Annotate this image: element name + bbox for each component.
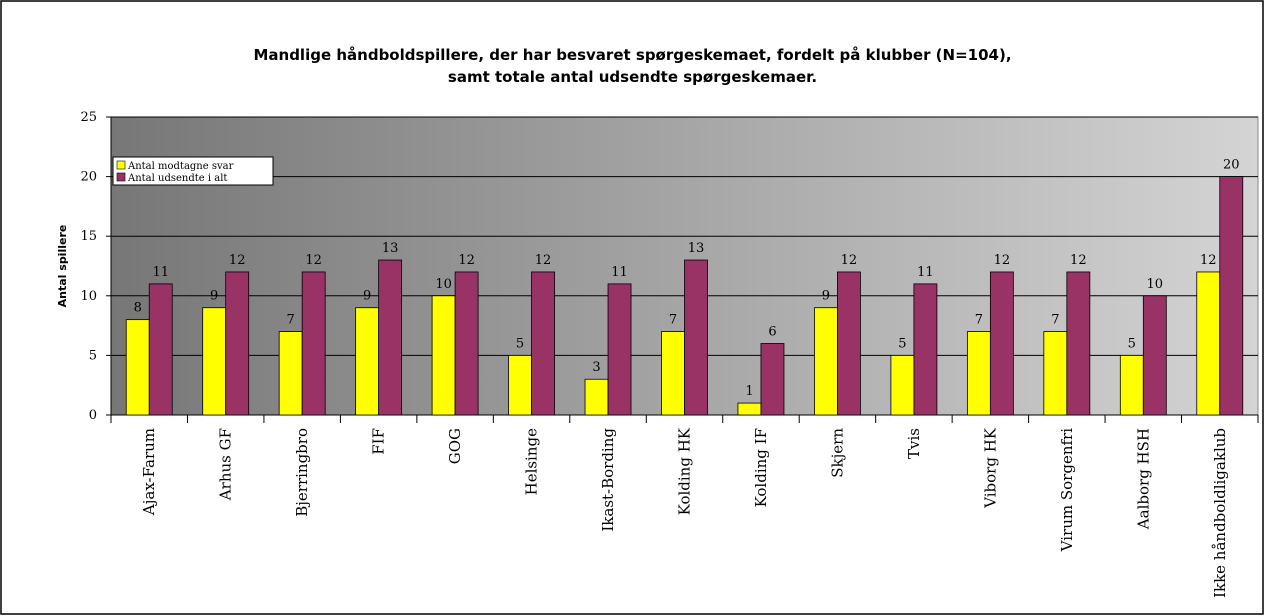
- bar: [1043, 331, 1068, 416]
- data-label: 12: [535, 253, 552, 268]
- x-tick-label: Ikast-Bording: [599, 428, 617, 532]
- x-tick-label: GOG: [446, 428, 464, 464]
- bar: [355, 307, 380, 416]
- bar: [125, 319, 150, 416]
- x-tick-label: Bjerringbro: [293, 428, 311, 517]
- bar: [966, 331, 991, 416]
- x-tick-label: Helsinge: [523, 428, 541, 496]
- y-tick-label: 10: [80, 289, 97, 304]
- bar: [431, 295, 456, 416]
- x-tick-label: Arhus GF: [217, 428, 235, 501]
- data-label: 12: [229, 253, 246, 268]
- y-tick-label: 25: [80, 110, 97, 125]
- data-label: 7: [669, 313, 677, 328]
- bar: [584, 378, 609, 416]
- bar: [531, 271, 555, 416]
- data-label: 12: [841, 253, 858, 268]
- x-tick-label: Virum Sorgenfri: [1058, 428, 1076, 553]
- data-label: 9: [363, 289, 371, 304]
- bar: [202, 307, 227, 416]
- data-label: 5: [1128, 336, 1136, 351]
- bar: [1142, 295, 1167, 416]
- data-label: 12: [1200, 253, 1217, 268]
- legend-label: Antal modtagne svar: [127, 161, 234, 172]
- data-label: 3: [592, 360, 600, 375]
- x-tick-label: Kolding HK: [676, 427, 694, 515]
- bar: [225, 271, 250, 416]
- data-label: 9: [822, 289, 830, 304]
- data-label: 7: [1051, 313, 1059, 328]
- legend-box: [112, 156, 274, 186]
- data-label: 1: [745, 384, 753, 399]
- data-label: 7: [287, 313, 295, 328]
- bar: [684, 259, 708, 416]
- x-tick-label: Ikke håndboldligaklub: [1211, 428, 1229, 598]
- data-label: 12: [994, 253, 1011, 268]
- bar: [661, 331, 685, 416]
- legend-swatch: [116, 172, 126, 182]
- x-tick-label: Skjern: [828, 428, 846, 478]
- data-label: 5: [898, 336, 906, 351]
- legend-label: Antal udsendte i alt: [127, 173, 227, 184]
- data-label: 12: [305, 253, 322, 268]
- data-label: 10: [1147, 277, 1164, 292]
- bar: [737, 402, 762, 416]
- bar: [148, 283, 173, 416]
- data-label: 11: [152, 265, 169, 280]
- x-tick-label: FIF: [370, 428, 388, 455]
- bar: [913, 283, 938, 416]
- bar: [301, 271, 326, 416]
- data-label: 7: [975, 313, 983, 328]
- bar: [814, 307, 838, 416]
- bar: [989, 271, 1014, 416]
- chart-title: Mandlige håndboldspillere, der har besva…: [253, 46, 1012, 86]
- bar: [760, 343, 785, 416]
- data-label: 10: [435, 277, 452, 292]
- y-tick-label: 5: [89, 348, 97, 363]
- bar: [1219, 176, 1244, 416]
- data-label: 8: [134, 301, 142, 316]
- bar: [1119, 354, 1144, 416]
- y-axis-label: Antal spillere: [56, 225, 69, 308]
- data-label: 11: [917, 265, 934, 280]
- x-tick-label: Kolding IF: [752, 428, 770, 507]
- x-tick-label: Ajax-Farum: [140, 428, 158, 516]
- data-label: 5: [516, 336, 524, 351]
- bar: [607, 283, 632, 416]
- bar: [890, 354, 915, 416]
- bar: [378, 259, 403, 416]
- data-label: 12: [458, 253, 475, 268]
- bar: [278, 331, 303, 416]
- bar: [1196, 271, 1221, 416]
- data-label: 6: [768, 324, 776, 339]
- x-tick-label: Tvis: [905, 428, 923, 459]
- data-label: 13: [688, 241, 705, 256]
- bar: [454, 271, 479, 416]
- y-tick-label: 20: [80, 170, 97, 185]
- legend-swatch: [116, 160, 126, 170]
- y-tick-label: 0: [89, 408, 97, 423]
- x-tick-label: Viborg HK: [981, 427, 999, 509]
- data-label: 13: [382, 241, 399, 256]
- bar: [837, 271, 861, 416]
- y-tick-label: 15: [80, 229, 97, 244]
- data-label: 9: [210, 289, 218, 304]
- bar: [508, 354, 532, 416]
- bar: [1066, 271, 1091, 416]
- data-label: 11: [611, 265, 628, 280]
- data-label: 12: [1070, 253, 1087, 268]
- x-tick-label: Aalborg HSH: [1134, 428, 1152, 530]
- data-label: 20: [1223, 158, 1240, 173]
